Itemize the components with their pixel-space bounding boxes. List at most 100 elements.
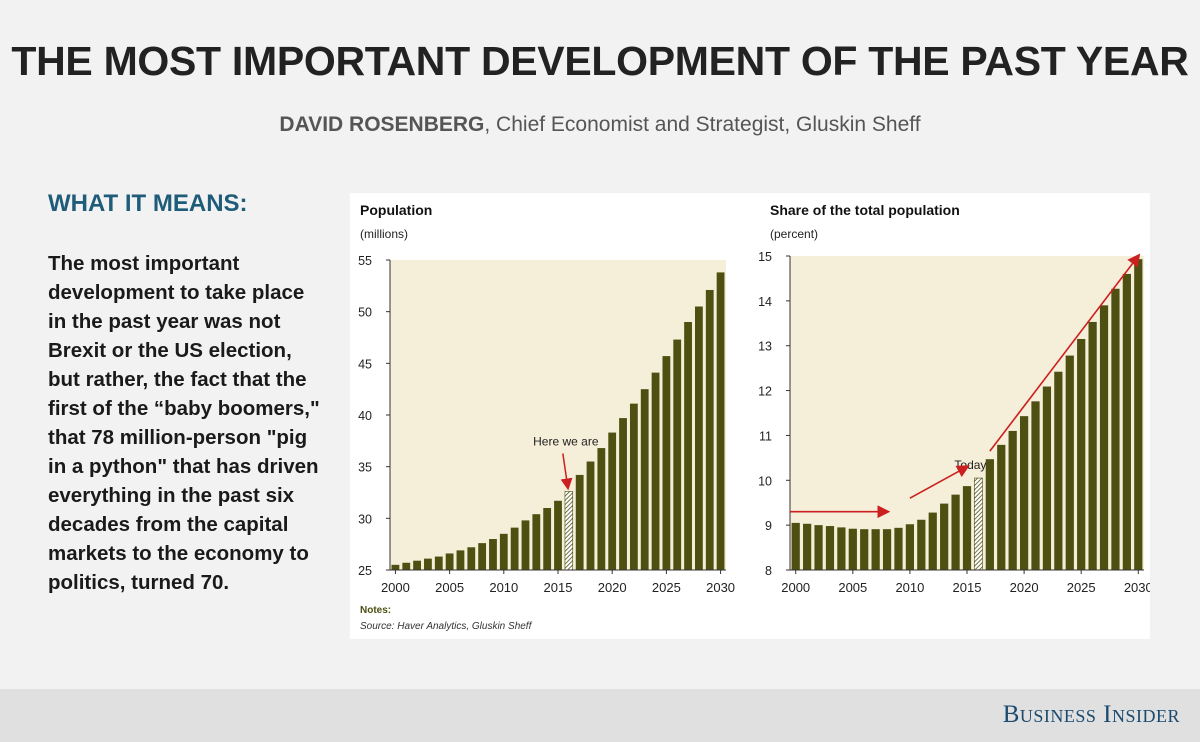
y-tick-label: 35 xyxy=(358,461,372,475)
bar xyxy=(1122,273,1131,570)
y-axis-label: (millions) xyxy=(360,227,408,241)
annotation-label: Here we are xyxy=(533,434,599,448)
bar xyxy=(554,500,562,570)
chart-panel: Population (millions) 25 30 35 40 45 50 55 2000 20… xyxy=(350,193,1150,639)
bar xyxy=(825,526,835,570)
y-tick-label: 12 xyxy=(758,385,772,399)
bar xyxy=(1077,338,1086,570)
footer-bar: Business Insider xyxy=(0,689,1200,742)
bar xyxy=(456,550,465,570)
bar xyxy=(837,527,846,570)
bar xyxy=(1088,321,1097,570)
trend-arrow xyxy=(989,253,1141,452)
bar xyxy=(1134,259,1143,570)
y-tick-label: 45 xyxy=(358,357,372,371)
share-chart: Share of the total population (percent) 8 9… xyxy=(758,202,1150,595)
bar xyxy=(445,553,454,570)
bar xyxy=(532,514,541,570)
bar xyxy=(521,520,530,570)
bar xyxy=(928,512,937,570)
y-tick-label: 9 xyxy=(765,519,772,533)
bar xyxy=(871,529,880,570)
x-tick-label: 2015 xyxy=(953,580,982,595)
x-tick-label: 2025 xyxy=(652,580,681,595)
bar xyxy=(413,560,421,570)
population-chart: Population (millions) 25 30 35 40 45 50 55 2000 20… xyxy=(358,202,735,595)
y-tick-label: 13 xyxy=(758,340,772,354)
x-tick-label: 2030 xyxy=(706,580,735,595)
x-tick-label: 2010 xyxy=(489,580,518,595)
bar xyxy=(434,556,443,570)
bar xyxy=(917,519,926,570)
bar xyxy=(951,494,960,570)
y-tick-label: 8 xyxy=(765,564,772,578)
y-tick-label: 50 xyxy=(358,306,372,320)
bar xyxy=(860,529,869,570)
bar xyxy=(803,523,812,570)
bar xyxy=(814,525,823,570)
bar xyxy=(619,418,627,570)
annotation-arrow xyxy=(560,453,573,491)
source-note: Source: Haver Analytics, Gluskin Sheff xyxy=(360,621,533,632)
bar xyxy=(962,486,972,570)
bar xyxy=(662,356,671,570)
page-title: THE MOST IMPORTANT DEVELOPMENT OF THE PA… xyxy=(11,38,1189,84)
bar xyxy=(1099,305,1109,570)
y-tick-label: 10 xyxy=(758,474,772,488)
bar xyxy=(1031,401,1040,570)
what-it-means-body: The most important development to take p… xyxy=(48,252,320,594)
bar xyxy=(673,339,682,570)
bar xyxy=(1054,371,1063,570)
bar xyxy=(510,527,519,570)
x-tick-label: 2030 xyxy=(1124,580,1150,595)
x-tick-label: 2010 xyxy=(895,580,924,595)
x-tick-label: 2020 xyxy=(598,580,627,595)
x-tick-label: 2005 xyxy=(838,580,867,595)
what-it-means-heading: WHAT IT MEANS: xyxy=(48,190,248,217)
bar xyxy=(608,432,617,570)
bar xyxy=(894,527,903,570)
byline: DAVID ROSENBERG, Chief Economist and Str… xyxy=(0,113,1200,137)
trend-arrow xyxy=(909,465,970,499)
bar xyxy=(424,558,432,570)
x-tick-label: 2015 xyxy=(544,580,573,595)
bar xyxy=(1065,355,1074,570)
x-tick-label: 2020 xyxy=(1010,580,1039,595)
y-tick-label: 30 xyxy=(358,512,372,526)
author-role: , Chief Economist and Strategist, Gluski… xyxy=(484,113,921,136)
y-tick-label: 15 xyxy=(758,250,772,264)
charts-svg: Population (millions) 25 30 35 40 45 50 55 2000 20… xyxy=(358,202,1150,632)
bar xyxy=(716,272,725,570)
annotation-label: Today xyxy=(954,458,986,472)
bar xyxy=(499,533,508,570)
y-tick-label: 55 xyxy=(358,254,372,268)
bar xyxy=(651,372,660,570)
bar xyxy=(1019,416,1029,570)
x-tick-label: 2000 xyxy=(781,580,810,595)
bar xyxy=(478,543,487,570)
bar xyxy=(791,522,800,570)
business-insider-logo: Business Insider xyxy=(1002,701,1180,728)
x-tick-label: 2025 xyxy=(1067,580,1096,595)
y-axis-label: (percent) xyxy=(770,227,818,241)
notes-label: Notes: xyxy=(360,605,391,616)
bar xyxy=(575,474,584,570)
bar xyxy=(402,562,411,570)
bar xyxy=(705,289,714,570)
bar xyxy=(586,461,595,570)
highlighted-bar xyxy=(564,491,574,571)
y-tick-label: 25 xyxy=(358,564,372,578)
chart-title: Population xyxy=(360,202,432,218)
bar xyxy=(543,508,552,570)
bar xyxy=(467,547,476,570)
bar xyxy=(940,503,949,570)
x-tick-label: 2000 xyxy=(381,580,410,595)
bar xyxy=(597,448,606,570)
author-name: DAVID ROSENBERG xyxy=(279,113,485,136)
bar xyxy=(1008,430,1017,570)
bar xyxy=(997,444,1006,570)
y-tick-label: 11 xyxy=(759,429,772,443)
y-tick-label: 40 xyxy=(358,409,372,423)
bar xyxy=(684,322,692,570)
bar xyxy=(848,528,857,570)
